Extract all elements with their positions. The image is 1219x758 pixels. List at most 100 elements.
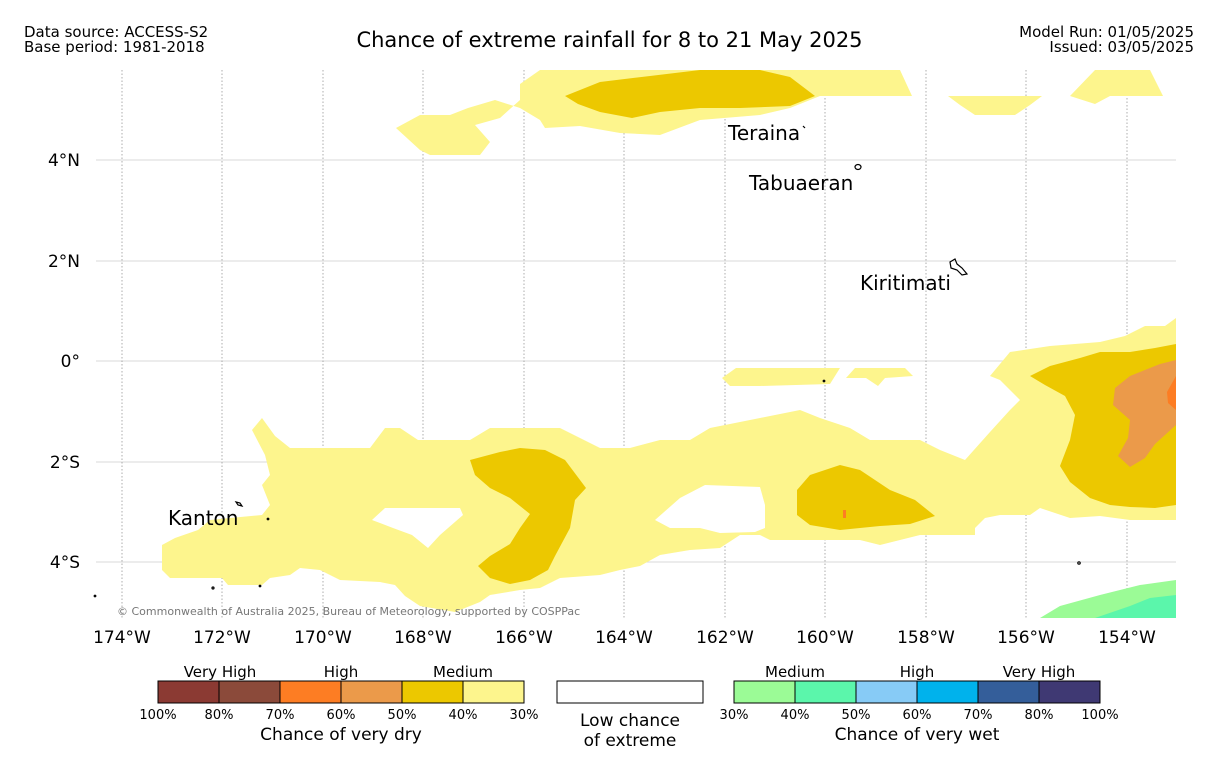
lon-label: 158°W (897, 628, 955, 648)
legend-wet-pct: 70% (964, 708, 993, 723)
issued-text: Issued: 03/05/2025 (1049, 38, 1194, 56)
legend-dry-swatch (340, 680, 403, 704)
place-label-kanton: Kanton (168, 506, 238, 530)
north-gold-patch (565, 70, 815, 118)
legend-dry-pct: 70% (266, 708, 295, 723)
islet-4 (93, 594, 97, 598)
legend-wet-pct: 50% (842, 708, 871, 723)
place-label-teraina: Teraina (727, 121, 800, 145)
lon-label: 156°W (997, 628, 1055, 648)
legend-low-chance-swatch (556, 680, 704, 704)
dry-high-light-regions (1113, 360, 1176, 467)
legend-wet-pct: 30% (720, 708, 749, 723)
legend-dry-pct: 30% (510, 708, 539, 723)
island-outlines (93, 125, 1081, 598)
legend-dry-swatches (157, 680, 525, 704)
south-white-hole-1 (372, 508, 463, 548)
islet-6 (822, 379, 826, 383)
legend-wet-swatch (977, 680, 1040, 704)
teraina-island-outline (802, 125, 806, 129)
islet-2 (211, 586, 215, 590)
tabuaeran-island-outline (854, 163, 862, 171)
legend-dry-pct: 100% (139, 708, 176, 723)
islet-3 (258, 584, 262, 588)
legend-wet-pct: 100% (1081, 708, 1118, 723)
lat-label: 4°N (48, 151, 80, 171)
legend-wet-pct: 40% (781, 708, 810, 723)
legend-dry-group-label: Medium (433, 663, 493, 681)
wet-medium-dark-patch (1095, 595, 1176, 618)
longitude-labels: 174°W 172°W 170°W 168°W 166°W 164°W 162°… (93, 628, 1156, 648)
legend-low-chance-line1: Low chance (580, 711, 680, 731)
place-label-tabuaeran: Tabuaeran (748, 171, 853, 195)
lon-label: 174°W (93, 628, 151, 648)
south-gold-patch-1 (470, 448, 586, 584)
lon-label: 170°W (294, 628, 352, 648)
dry-high-dark-regions (843, 376, 1176, 518)
place-labels: Teraina Tabuaeran Kiritimati Kanton (168, 121, 951, 530)
legend-dry-swatch (401, 680, 464, 704)
legend-wet-swatch (733, 680, 796, 704)
legend-dry-pct: 60% (327, 708, 356, 723)
lon-label: 162°W (696, 628, 754, 648)
islet-5 (1077, 561, 1081, 565)
lat-label: 4°S (50, 553, 80, 573)
map-title: Chance of extreme rainfall for 8 to 21 M… (356, 28, 863, 52)
wet-regions (1040, 580, 1176, 618)
data-source-text: Data source: ACCESS-S2 (24, 23, 209, 41)
east-deep-orange-spot (1167, 376, 1176, 410)
legend-wet-swatch (855, 680, 918, 704)
copyright-text: © Commonwealth of Australia 2025, Bureau… (117, 605, 580, 618)
legend-wet-group-label: Medium (765, 663, 825, 681)
place-label-kiritimati: Kiritimati (860, 271, 951, 295)
legend-dry-group-label: Very High (184, 663, 257, 681)
legend-wet-swatch (1038, 680, 1101, 704)
lat-label: 2°N (48, 252, 80, 272)
legend-wet-group-label: High (900, 663, 934, 681)
lat-label: 2°S (50, 453, 80, 473)
latitude-labels: 4°N 2°N 0° 2°S 4°S (48, 151, 80, 573)
legend-dry-title: Chance of very dry (260, 725, 422, 745)
south-light-yellow-band (162, 318, 1176, 612)
lon-label: 154°W (1098, 628, 1156, 648)
tiny-orange-dot (843, 510, 846, 518)
legend-dry-swatch (462, 680, 525, 704)
legend-low-chance-line2: of extreme (584, 731, 677, 751)
kanton-island-outline (234, 501, 244, 507)
legend-wet-swatches (733, 680, 1101, 704)
legend-wet-swatch (794, 680, 857, 704)
legend-wet: Medium High Very High 30% 40% 50% 60% 70… (720, 663, 1119, 745)
lon-label: 166°W (495, 628, 553, 648)
legend-wet-title: Chance of very wet (835, 725, 1000, 745)
legend-dry-pct: 80% (205, 708, 234, 723)
legend-dry-group-label: High (324, 663, 358, 681)
lon-label: 172°W (193, 628, 251, 648)
dry-medium-light-regions (162, 70, 1176, 612)
legend-dry-swatch (279, 680, 342, 704)
equator-light-yellow-patch (846, 368, 913, 386)
legend-dry-swatch (218, 680, 281, 704)
legend-wet-pct: 60% (903, 708, 932, 723)
base-period-text: Base period: 1981-2018 (24, 38, 205, 56)
south-gold-patch-2 (797, 465, 935, 530)
northeast-light-yellow-patch-2 (1070, 70, 1163, 104)
legend-dry: Very High High Medium 100% 80% 70% 60% 5… (139, 663, 538, 745)
legend-low-chance: Low chance of extreme (556, 680, 704, 751)
legend-wet-group-label: Very High (1003, 663, 1076, 681)
south-white-hole-2 (655, 485, 765, 533)
lon-label: 164°W (595, 628, 653, 648)
legend-wet-pct: 80% (1025, 708, 1054, 723)
northeast-light-yellow-patch-1 (948, 96, 1042, 115)
legend-dry-swatch (157, 680, 220, 704)
equator-light-yellow-band (722, 368, 840, 386)
lon-label: 168°W (394, 628, 452, 648)
legend-dry-pct: 50% (388, 708, 417, 723)
kiritimati-island-outline (949, 258, 969, 276)
legend-dry-pct: 40% (449, 708, 478, 723)
islet-1 (266, 517, 270, 521)
east-orange-patch (1113, 360, 1176, 467)
legend-wet-swatch (916, 680, 979, 704)
lat-label: 0° (61, 352, 80, 372)
model-run-text: Model Run: 01/05/2025 (1019, 23, 1194, 41)
